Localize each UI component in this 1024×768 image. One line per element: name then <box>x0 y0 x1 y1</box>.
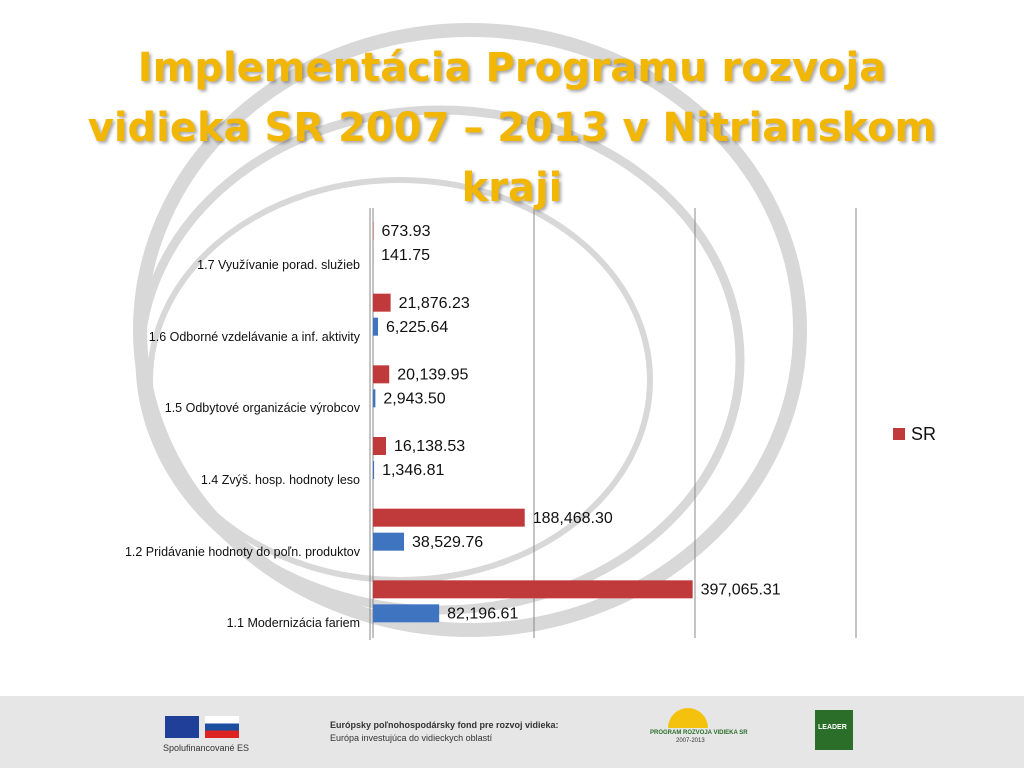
fund-text: Európa investujúca do vidieckych oblastí <box>330 733 493 743</box>
leader-logo: LEADER <box>818 724 847 731</box>
program-logo: PROGRAM ROZVOJA VIDIEKA SR <box>650 730 748 736</box>
bar <box>373 222 374 240</box>
bar <box>373 461 375 479</box>
footer: Spolufinancované ES Európsky poľnohospod… <box>0 696 1024 768</box>
value-label: 82,196.61 <box>447 606 518 623</box>
y-tick-label: 1.1 Modernizácia fariem <box>226 616 360 631</box>
bar <box>373 580 693 599</box>
value-label: 2,943.50 <box>383 391 445 408</box>
value-label: 1,346.81 <box>382 462 444 479</box>
background-swirl <box>133 23 807 637</box>
chart: 673.93 141.75 21,876.23 6,225.64 20,139.95 2,… <box>133 23 936 640</box>
eu-caption: Spolufinancované ES <box>163 743 250 753</box>
leader-logo-box <box>815 710 853 750</box>
fund-text: Európsky poľnohospodársky fond pre rozvo… <box>330 720 559 730</box>
value-label: 20,139.95 <box>397 367 468 384</box>
value-label: 397,065.31 <box>701 582 781 599</box>
bar <box>373 389 376 408</box>
sk-flag <box>205 716 239 738</box>
chart-title: Implementácia Programu rozvoja vidieka S… <box>87 45 937 211</box>
value-label: 6,225.64 <box>386 319 448 336</box>
bar <box>373 508 525 527</box>
value-label: 141.75 <box>381 247 430 264</box>
y-tick-label: 1.4 Zvýš. hosp. hodnoty leso <box>200 473 360 487</box>
bar <box>373 437 386 455</box>
value-label: 188,468.30 <box>533 510 613 527</box>
legend-swatch <box>893 428 905 440</box>
value-label: 673.93 <box>382 223 431 240</box>
value-label: 38,529.76 <box>412 534 483 551</box>
y-tick-label: 1.7 Využívanie porad. služieb <box>197 258 360 272</box>
value-label: 16,138.53 <box>394 438 465 455</box>
bar <box>373 293 391 312</box>
y-tick-label: 1.2 Pridávanie hodnoty do poľn. produkto… <box>124 544 360 559</box>
bar <box>373 317 379 336</box>
bar <box>373 365 390 384</box>
value-label: 21,876.23 <box>399 295 470 312</box>
legend-label: SR <box>911 424 936 444</box>
y-tick-label: 1.5 Odbytové organizácie výrobcov <box>164 401 360 416</box>
y-tick-label: 1.6 Odborné vzdelávanie a inf. aktivity <box>148 329 360 344</box>
eu-flag <box>165 716 199 738</box>
program-years: 2007-2013 <box>676 738 705 744</box>
bar <box>373 532 405 551</box>
program-sun <box>668 708 708 728</box>
bar <box>373 604 440 623</box>
